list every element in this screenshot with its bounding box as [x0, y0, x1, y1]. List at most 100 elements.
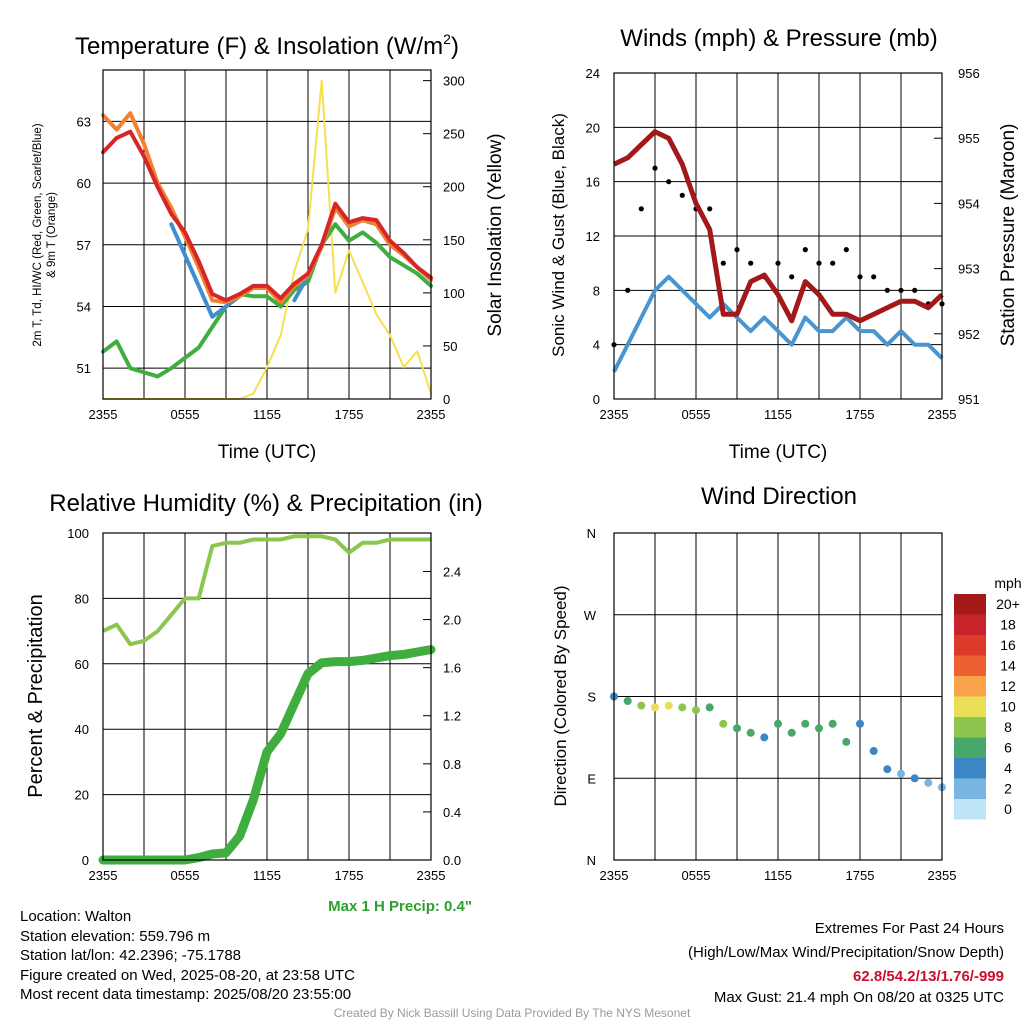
station-latlon: Station lat/lon: 42.2396; -75.1788 — [20, 947, 242, 964]
y-tick-label: 24 — [586, 66, 600, 81]
chart-winds: 2355 0555 1155 1755 235504812162024951952953… — [586, 66, 980, 422]
legend-swatch — [954, 594, 986, 615]
y2-tick-label: 50 — [443, 339, 457, 354]
dir-legend-title: mph — [994, 575, 1021, 591]
gust-point — [816, 260, 822, 266]
gust-point — [912, 287, 918, 293]
plot-frame — [102, 69, 432, 400]
y-tick-label: W — [584, 608, 597, 623]
legend-label: 12 — [1000, 678, 1016, 694]
direction-point — [760, 733, 769, 742]
x-tick-label: 2355 — [417, 868, 446, 883]
x-tick-label: 2355 — [928, 868, 957, 883]
y-tick-label: 8 — [593, 283, 600, 298]
x-tick-label: 0555 — [171, 868, 200, 883]
x-tick-label: 2355 — [928, 407, 957, 422]
series-relative-humidity — [102, 534, 431, 647]
direction-point — [787, 728, 796, 737]
legend-swatch — [954, 737, 986, 758]
temp-y2label: Solar Insolation (Yellow) — [485, 133, 506, 336]
gust-point — [720, 260, 726, 266]
direction-point — [774, 719, 782, 728]
y-tick-label: 80 — [75, 591, 89, 606]
y-tick-label: 0 — [82, 853, 89, 868]
direction-point — [637, 701, 646, 710]
legend-swatch — [954, 614, 986, 635]
gust-point — [775, 260, 781, 266]
gust-point — [884, 287, 890, 293]
direction-point — [705, 703, 714, 712]
x-tick-label: 1155 — [764, 407, 792, 422]
legend-swatch — [954, 676, 986, 697]
wind-ylabel: Sonic Wind & Gust (Blue, Black) — [549, 113, 568, 357]
gust-point — [625, 287, 631, 293]
direction-point — [623, 697, 632, 705]
y2-tick-label: 953 — [958, 262, 980, 277]
direction-point — [869, 747, 878, 755]
gust-point — [748, 260, 754, 266]
x-tick-label: 2355 — [89, 868, 118, 883]
legend-label: 18 — [1000, 617, 1016, 633]
y2-tick-label: 2.4 — [443, 564, 461, 579]
x-tick-label: 2355 — [600, 407, 629, 422]
y-tick-label: S — [587, 690, 596, 705]
extremes-values: 62.8/54.2/13/1.76/-999 — [853, 968, 1004, 985]
direction-point — [692, 706, 700, 715]
chart-temperature: 2355 0555 1155 1755 2355 51 54 57 60 63 0 50 100 150 2… — [77, 69, 465, 422]
y-tick-label: 20 — [586, 120, 600, 135]
direction-point — [897, 769, 905, 778]
x-tick-label: 0555 — [171, 407, 200, 422]
y2-tick-label: 952 — [958, 327, 980, 342]
direction-point — [664, 701, 673, 710]
gust-point — [802, 247, 808, 253]
x-tick-label: 0555 — [682, 407, 711, 422]
series-sonic-wind — [612, 274, 944, 373]
temp-chart-title: Temperature (F) & Insolation (W/m2) — [75, 31, 459, 60]
gust-point — [789, 274, 795, 280]
legend-swatch — [954, 696, 986, 717]
y-tick-label: 16 — [586, 175, 600, 190]
x-tick-label: 0555 — [682, 868, 711, 883]
direction-point — [651, 703, 659, 712]
direction-point — [856, 719, 864, 728]
gust-point — [666, 179, 672, 185]
legend-swatch — [954, 799, 986, 820]
direction-point — [678, 703, 687, 712]
dir-chart-title: Wind Direction — [701, 483, 857, 510]
legend-label: 20+ — [996, 596, 1020, 612]
legend-label: 4 — [1004, 760, 1012, 776]
x-tick-label: 2355 — [600, 868, 629, 883]
dir-ylabel: Direction (Colored By Speed) — [551, 585, 570, 806]
gust-point — [638, 206, 644, 212]
y2-tick-label: 954 — [958, 196, 980, 211]
plot-frame — [613, 72, 943, 400]
credit-line: Created By Nick Bassill Using Data Provi… — [333, 1006, 691, 1020]
y2-tick-label: 1.2 — [443, 709, 461, 724]
y-tick-label: 12 — [586, 229, 600, 244]
temp-ylabel-line1: 2m T, Td, HI/WC (Red, Green, Scarlet/Blu… — [32, 123, 44, 346]
legend-swatch — [954, 635, 986, 656]
series-2m-t — [101, 129, 433, 303]
temp-xlabel: Time (UTC) — [218, 442, 317, 463]
station-info: Location: Walton Station elevation: 559.… — [20, 907, 355, 1005]
y-tick-label: 54 — [77, 299, 91, 314]
x-tick-label: 1755 — [846, 407, 875, 422]
series-td — [101, 222, 433, 379]
y-tick-label: 57 — [77, 238, 91, 253]
x-tick-label: 1755 — [335, 868, 364, 883]
legend-label: 8 — [1004, 719, 1012, 735]
gust-point — [652, 165, 658, 171]
y2-tick-label: 951 — [958, 392, 980, 407]
chart-wind-direction: 2355 0555 1155 1755 2355 N E S W N — [584, 526, 957, 883]
chart-humidity: 2355 0555 1155 1755 23550204060801000.00.40.… — [67, 526, 461, 883]
x-tick-label: 1155 — [253, 868, 281, 883]
wind-y2label: Station Pressure (Maroon) — [998, 124, 1019, 347]
station-elevation: Station elevation: 559.796 m — [20, 927, 211, 945]
plot-frame — [102, 532, 432, 861]
legend-swatch — [954, 758, 986, 779]
direction-point — [719, 719, 728, 728]
wind-chart-title: Winds (mph) & Pressure (mb) — [620, 25, 937, 52]
direction-point — [815, 724, 823, 733]
temp-ylabel-line2: & 9m T (Orange) — [46, 192, 58, 278]
direction-point — [883, 765, 892, 774]
